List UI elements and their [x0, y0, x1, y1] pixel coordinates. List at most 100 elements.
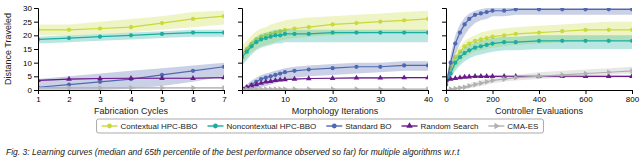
- tick-label: 4: [129, 95, 134, 104]
- tick-label: 0: [28, 86, 33, 95]
- marker: [331, 86, 336, 90]
- marker: [273, 33, 277, 37]
- marker: [258, 80, 264, 85]
- marker: [378, 20, 382, 24]
- tick-mark: [493, 90, 494, 94]
- marker: [264, 86, 269, 90]
- marker: [354, 65, 358, 69]
- tick: [238, 35, 242, 36]
- marker: [629, 73, 632, 78]
- marker: [537, 30, 541, 34]
- marker: [453, 61, 457, 65]
- marker: [354, 75, 360, 80]
- series: [38, 30, 224, 44]
- marker: [426, 30, 428, 34]
- line: [242, 33, 428, 58]
- legend-entry: Standard BO: [326, 122, 391, 131]
- marker: [191, 30, 195, 34]
- legend-entry: Noncontextual HPC-BBO: [207, 122, 316, 131]
- tick-mark: [193, 90, 194, 94]
- legend-label: Standard BO: [345, 122, 391, 131]
- marker: [607, 39, 611, 43]
- marker: [560, 29, 564, 33]
- marker: [630, 39, 632, 43]
- marker: [97, 75, 103, 80]
- axis-line: [447, 91, 633, 95]
- marker: [425, 74, 428, 79]
- marker: [473, 82, 478, 88]
- tick-mark: [442, 90, 446, 91]
- marker: [426, 63, 428, 67]
- marker: [402, 30, 406, 34]
- legend-label: Contextual HPC-BBO: [121, 122, 198, 131]
- marker: [278, 71, 282, 75]
- marker: [426, 86, 428, 90]
- marker: [537, 73, 542, 79]
- x-axis: 10203040: [243, 90, 434, 104]
- marker: [463, 84, 468, 90]
- tick-mark: [34, 8, 38, 9]
- marker: [354, 30, 358, 34]
- tick: 0: [444, 90, 449, 104]
- tick-mark: [238, 35, 242, 36]
- marker: [98, 35, 102, 39]
- marker: [98, 26, 102, 30]
- marker: [478, 73, 484, 78]
- marker: [129, 33, 133, 37]
- tick: [442, 63, 446, 64]
- tick-mark: [632, 90, 633, 94]
- tick: [442, 90, 446, 91]
- tick: [238, 76, 242, 77]
- tick: 30: [23, 4, 38, 13]
- tick: 200: [486, 90, 500, 104]
- tick-label: 30: [376, 95, 385, 104]
- marker: [254, 40, 258, 44]
- tick-mark: [238, 76, 242, 77]
- tick-mark: [34, 76, 38, 77]
- plot-area: [446, 8, 632, 90]
- tick-mark: [131, 90, 132, 94]
- tick-mark: [34, 22, 38, 23]
- legend-label: Random Search: [421, 122, 479, 131]
- axis-line: [34, 9, 39, 91]
- legend-frame: [97, 119, 544, 133]
- y-axis-title: Distance Traveled: [3, 13, 13, 85]
- marker: [630, 68, 632, 74]
- marker: [473, 46, 477, 50]
- tick: [442, 8, 446, 9]
- marker: [249, 83, 255, 88]
- marker: [293, 86, 298, 90]
- legend-entry: Random Search: [402, 122, 479, 131]
- marker: [282, 76, 288, 81]
- marker: [190, 75, 196, 80]
- marker: [249, 82, 253, 86]
- tick-mark: [442, 49, 446, 50]
- marker: [537, 8, 541, 11]
- tick-label: 800: [626, 95, 640, 104]
- marker: [283, 32, 287, 36]
- tick-label: 1: [36, 95, 41, 104]
- tick: 400: [533, 90, 547, 104]
- axis-line: [243, 91, 429, 95]
- marker: [268, 78, 274, 83]
- marker: [491, 78, 496, 84]
- marker: [514, 75, 519, 81]
- tick-label: 20: [329, 95, 338, 104]
- tick-label: 0: [444, 95, 449, 104]
- x-axis: 0200400600800: [444, 90, 639, 104]
- tick: 10: [23, 59, 38, 68]
- marker: [485, 43, 489, 47]
- band: [242, 61, 428, 90]
- marker: [502, 76, 507, 82]
- marker: [472, 73, 478, 78]
- marker: [250, 86, 255, 90]
- series: [242, 86, 428, 90]
- marker: [129, 25, 133, 29]
- tick-label: 10: [23, 59, 32, 68]
- marker: [129, 85, 134, 90]
- marker: [330, 75, 336, 80]
- band: [446, 67, 632, 90]
- tick-mark: [162, 90, 163, 94]
- marker: [454, 86, 459, 90]
- tick-label: 15: [23, 45, 32, 54]
